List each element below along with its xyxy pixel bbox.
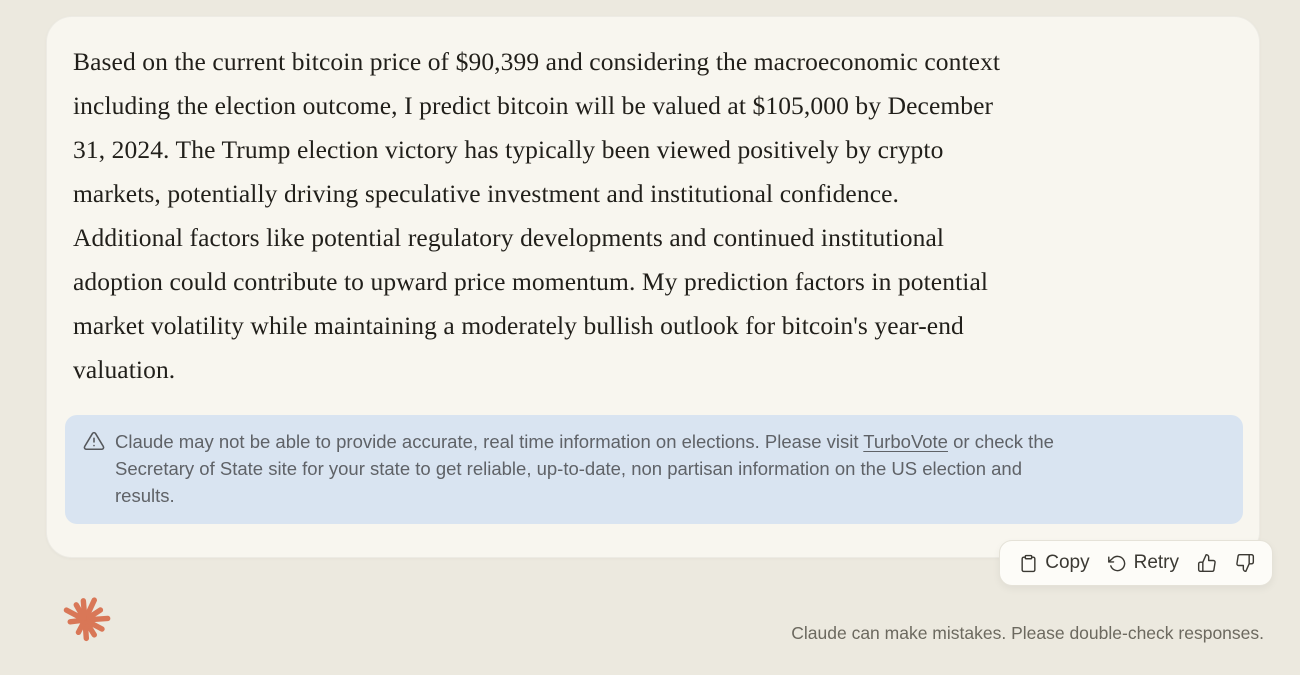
copy-button[interactable]: Copy	[1011, 547, 1097, 579]
retry-button-label: Retry	[1133, 552, 1179, 573]
thumbs-down-button[interactable]	[1227, 548, 1263, 578]
claude-starburst-icon	[63, 597, 111, 642]
retry-button[interactable]: Retry	[1100, 547, 1187, 579]
notice-line-1: Claude may not be able to provide accura…	[115, 428, 1054, 455]
thumbs-up-icon	[1197, 553, 1217, 573]
copy-button-label: Copy	[1045, 552, 1090, 573]
assistant-message-card: Based on the current bitcoin price of $9…	[46, 16, 1260, 558]
retry-icon	[1107, 554, 1127, 573]
disclaimer-text: Claude can make mistakes. Please double-…	[791, 623, 1264, 643]
alert-triangle-icon	[83, 430, 105, 452]
claude-logo	[57, 592, 113, 648]
thumbs-up-button[interactable]	[1189, 548, 1225, 578]
notice-line-3: results.	[115, 485, 175, 506]
election-info-text: Claude may not be able to provide accura…	[115, 428, 1054, 509]
turbovote-link[interactable]: TurboVote	[863, 431, 948, 452]
clipboard-icon	[1019, 554, 1038, 573]
thumbs-down-icon	[1235, 553, 1255, 573]
notice-text-after-link: or check the	[947, 431, 1054, 452]
assistant-message-text: Based on the current bitcoin price of $9…	[73, 47, 1001, 384]
notice-line-2: Secretary of State site for your state t…	[115, 458, 1023, 479]
election-info-banner: Claude may not be able to provide accura…	[65, 415, 1243, 524]
message-actions-toolbar: Copy Retry	[999, 540, 1273, 586]
notice-text-before-link: Claude may not be able to provide accura…	[115, 431, 864, 452]
